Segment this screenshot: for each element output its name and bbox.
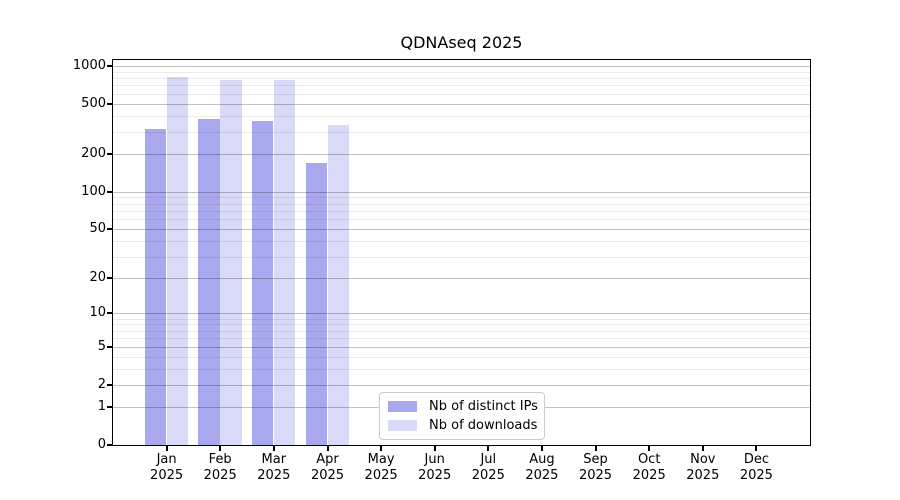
minor-gridline xyxy=(113,115,810,117)
y-tick-1000 xyxy=(107,64,113,67)
major-gridline-50 xyxy=(113,229,810,231)
x-tick-feb xyxy=(219,445,222,451)
x-tick-sep xyxy=(594,445,597,451)
y-tick-label-500: 500 xyxy=(81,95,106,111)
x-tick-label-aug: Aug 2025 xyxy=(525,452,559,483)
x-tick-label-oct: Oct 2025 xyxy=(632,452,666,483)
bar-mar-nb-of-distinct-ips xyxy=(251,121,274,445)
x-tick-label-dec: Dec 2025 xyxy=(739,452,773,483)
minor-gridline xyxy=(113,211,810,212)
legend-label-distinct-ips: Nb of distinct IPs xyxy=(429,399,538,414)
bar-mar-nb-of-downloads xyxy=(273,79,296,445)
bar-feb-nb-of-distinct-ips xyxy=(198,119,220,445)
y-tick-20 xyxy=(107,276,113,279)
y-tick-label-50: 50 xyxy=(89,221,106,237)
bar-jan-nb-of-distinct-ips xyxy=(144,129,167,445)
minor-gridline xyxy=(113,131,810,133)
legend-item-downloads: Nb of downloads xyxy=(388,416,538,435)
x-tick-label-mar: Mar 2025 xyxy=(257,452,291,483)
y-tick-label-1000: 1000 xyxy=(72,57,106,73)
minor-gridline xyxy=(113,324,810,326)
x-tick-oct xyxy=(648,445,651,451)
legend-item-distinct-ips: Nb of distinct IPs xyxy=(388,397,538,416)
minor-gridline xyxy=(113,241,810,243)
y-tick-50 xyxy=(107,228,113,231)
y-tick-label-0: 0 xyxy=(97,437,106,452)
bar-apr-nb-of-distinct-ips xyxy=(305,163,327,445)
minor-gridline xyxy=(113,71,810,73)
minor-gridline xyxy=(113,330,810,332)
minor-gridline xyxy=(113,197,810,199)
minor-gridline xyxy=(113,85,810,87)
x-tick-jun xyxy=(433,445,436,451)
x-tick-label-may: May 2025 xyxy=(364,452,398,483)
y-tick-label-2: 2 xyxy=(97,376,106,392)
y-tick-label-5: 5 xyxy=(97,338,106,354)
x-tick-label-apr: Apr 2025 xyxy=(310,452,345,483)
y-tick-1 xyxy=(107,405,113,408)
y-tick-10 xyxy=(107,312,113,315)
y-tick-5 xyxy=(107,345,113,348)
major-gridline-2 xyxy=(113,384,810,386)
y-tick-2 xyxy=(107,383,113,386)
minor-gridline xyxy=(113,356,810,358)
y-tick-100 xyxy=(107,190,113,193)
bar-jan-nb-of-downloads xyxy=(166,77,189,445)
y-tick-label-10: 10 xyxy=(89,305,106,321)
chart-title: QDNAseq 2025 xyxy=(400,33,523,52)
y-tick-label-100: 100 xyxy=(81,183,106,199)
legend-swatch-downloads xyxy=(388,420,417,431)
major-gridline-200 xyxy=(113,153,810,155)
major-gridline-10 xyxy=(113,313,810,315)
x-tick-mar xyxy=(272,445,275,451)
x-tick-jul xyxy=(487,445,490,451)
major-gridline-100 xyxy=(113,191,810,193)
major-gridline-1000 xyxy=(113,65,810,67)
x-tick-jan xyxy=(165,445,168,451)
x-tick-label-jan: Jan 2025 xyxy=(150,452,184,483)
bar-apr-nb-of-downloads xyxy=(327,125,349,445)
x-tick-apr xyxy=(326,445,329,451)
major-gridline-5 xyxy=(113,346,810,348)
minor-gridline xyxy=(113,93,810,95)
minor-gridline xyxy=(113,338,810,340)
minor-gridline xyxy=(113,256,810,258)
x-tick-nov xyxy=(701,445,704,451)
minor-gridline xyxy=(113,368,810,370)
x-tick-label-jul: Jul 2025 xyxy=(471,452,505,483)
minor-gridline xyxy=(113,219,810,221)
plot-area xyxy=(107,59,811,451)
y-tick-0 xyxy=(107,444,113,446)
y-tick-label-20: 20 xyxy=(89,269,106,285)
major-gridline-20 xyxy=(113,277,810,279)
major-gridline-500 xyxy=(113,103,810,105)
legend: Nb of distinct IPs Nb of downloads xyxy=(379,392,545,440)
y-tick-200 xyxy=(107,152,113,155)
x-tick-dec xyxy=(755,445,758,451)
y-tick-label-200: 200 xyxy=(81,145,106,161)
minor-gridline xyxy=(113,318,810,320)
x-tick-label-nov: Nov 2025 xyxy=(686,452,720,483)
x-tick-label-jun: Jun 2025 xyxy=(418,452,452,483)
x-tick-label-feb: Feb 2025 xyxy=(203,452,237,483)
minor-gridline xyxy=(113,203,810,205)
y-tick-label-1: 1 xyxy=(97,398,106,414)
x-tick-label-sep: Sep 2025 xyxy=(578,452,613,483)
x-tick-aug xyxy=(540,445,543,451)
y-tick-500 xyxy=(107,102,113,105)
bar-feb-nb-of-downloads xyxy=(220,80,242,445)
minor-gridline xyxy=(113,77,810,79)
x-tick-may xyxy=(380,445,383,451)
legend-swatch-distinct-ips xyxy=(388,401,417,412)
legend-label-downloads: Nb of downloads xyxy=(429,418,538,433)
